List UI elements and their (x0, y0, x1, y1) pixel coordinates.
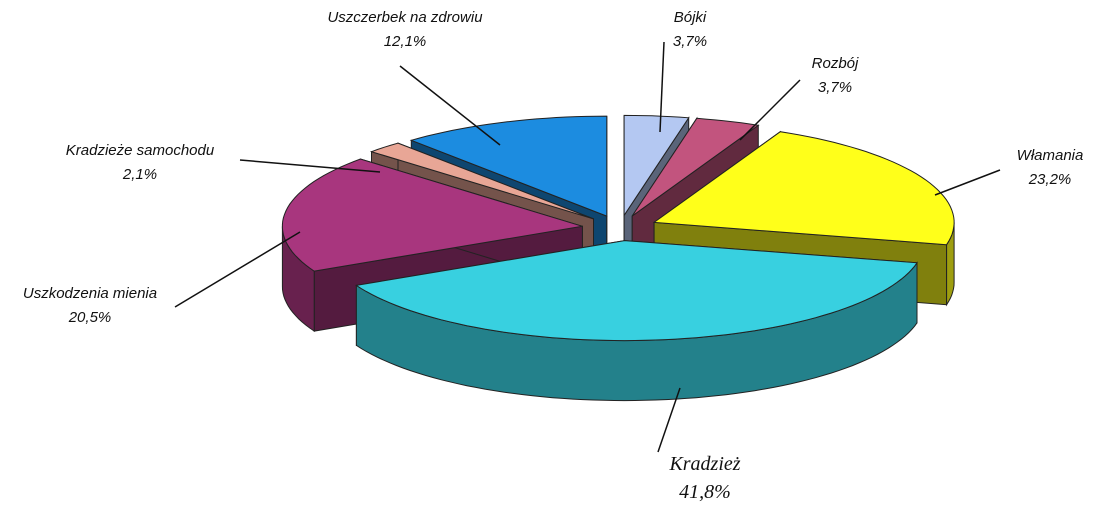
slice-value: 23,2% (1028, 171, 1072, 188)
leader-line (174, 231, 301, 308)
slice-top (369, 142, 594, 220)
slice-top (652, 131, 955, 246)
slice-top (281, 158, 583, 272)
slice-value: 2,1% (122, 166, 157, 183)
slice-value: 12,1% (384, 33, 427, 50)
slice-label: Włamania (1017, 147, 1084, 164)
slice-value: 20,5% (68, 309, 112, 326)
slice-top (623, 114, 690, 218)
leader-line (739, 79, 801, 141)
slice-label: Uszkodzenia mienia (23, 285, 157, 302)
slice-top (355, 240, 918, 342)
leader-line (934, 169, 1001, 196)
slice-value: 3,7% (673, 33, 707, 50)
slice-label: Bójki (674, 9, 707, 26)
leader-line (657, 387, 681, 453)
slice-top (631, 117, 760, 217)
slice-value: 41,8% (679, 481, 731, 503)
slice-value: 3,7% (818, 79, 852, 96)
slice-top (409, 115, 608, 217)
leader-line (399, 65, 501, 146)
slice-label: Kradzieże samochodu (66, 142, 215, 159)
slice-label: Uszczerbek na zdrowiu (327, 9, 483, 26)
slice-label: Kradzież (668, 453, 740, 475)
leader-line (239, 159, 381, 173)
slice-label: Rozbój (812, 55, 859, 72)
leader-line (659, 41, 665, 133)
